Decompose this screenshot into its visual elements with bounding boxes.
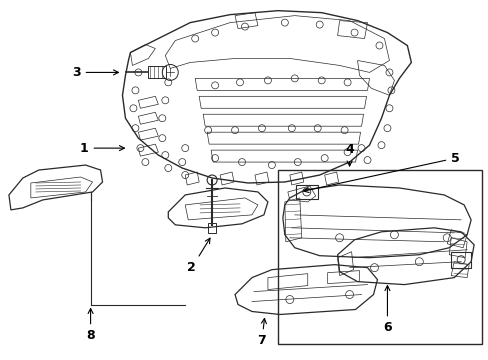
Text: 6: 6 <box>383 285 391 334</box>
Text: 5: 5 <box>303 152 459 193</box>
Text: 2: 2 <box>187 238 209 274</box>
Text: 4: 4 <box>345 143 353 166</box>
Text: 1: 1 <box>80 141 124 155</box>
Text: 8: 8 <box>86 309 95 342</box>
Text: 3: 3 <box>72 66 118 79</box>
Text: 7: 7 <box>257 319 266 347</box>
Bar <box>277 170 481 345</box>
